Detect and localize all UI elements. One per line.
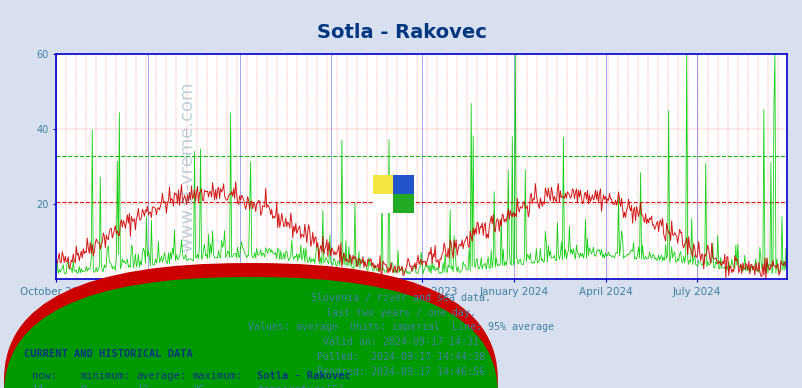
Bar [373, 175, 393, 194]
Text: www.si-vreme.com: www.si-vreme.com [179, 81, 196, 252]
Text: Polled:  2024-09-17 14:44:38: Polled: 2024-09-17 14:44:38 [317, 352, 485, 362]
Text: Sotla - Rakovec: Sotla - Rakovec [257, 371, 350, 381]
Bar [393, 194, 413, 213]
Text: 0: 0 [80, 385, 87, 388]
Text: 14: 14 [32, 385, 45, 388]
Text: temperature[F]: temperature[F] [257, 385, 344, 388]
Bar [393, 175, 413, 194]
Text: Rendred: 2024-09-17 14:46:56: Rendred: 2024-09-17 14:46:56 [317, 367, 485, 377]
Text: Valid on: 2024-09-17 14:31: Valid on: 2024-09-17 14:31 [323, 337, 479, 347]
Text: last two years / one day.: last two years / one day. [326, 308, 476, 318]
Text: maximum:: maximum: [192, 371, 242, 381]
Text: average:: average: [136, 371, 186, 381]
Text: Values: average  Units: imperial  Line: 95% average: Values: average Units: imperial Line: 95… [248, 322, 554, 333]
Text: 13: 13 [136, 385, 149, 388]
Text: Sotla - Rakovec: Sotla - Rakovec [316, 23, 486, 42]
Text: minimum:: minimum: [80, 371, 130, 381]
Text: 26: 26 [192, 385, 205, 388]
Text: Slovenia / river and sea data.: Slovenia / river and sea data. [311, 293, 491, 303]
Text: CURRENT AND HISTORICAL DATA: CURRENT AND HISTORICAL DATA [24, 349, 192, 359]
Text: now:: now: [32, 371, 57, 381]
Bar [373, 194, 393, 213]
